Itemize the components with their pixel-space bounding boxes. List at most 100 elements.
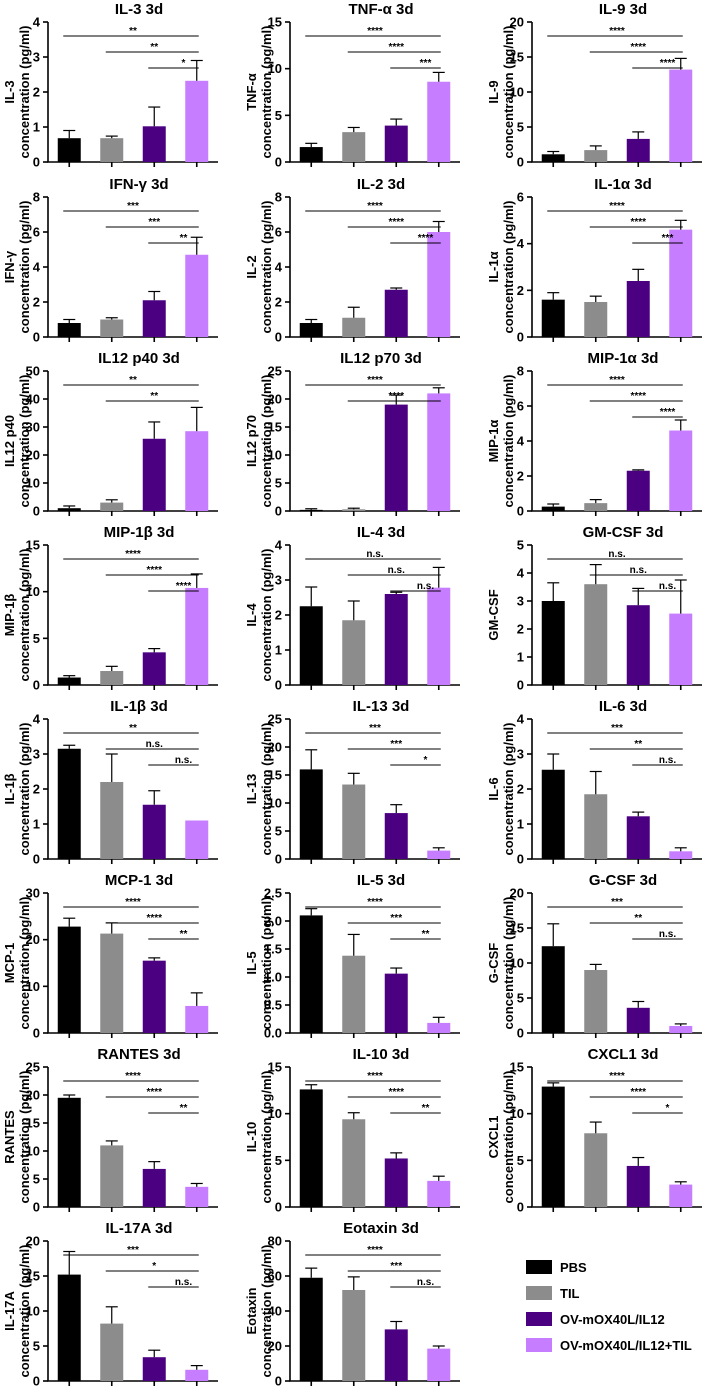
bar-ov-mox40l-il12 — [142, 1168, 166, 1207]
bar-ov-mox40l-il12-til — [427, 1348, 451, 1381]
y-tick-label: 0.5 — [264, 998, 282, 1013]
y-axis-unit-label: concentration (pg/ml) — [17, 201, 32, 334]
y-tick-label: 15 — [268, 15, 282, 30]
y-tick-label: 1 — [517, 817, 524, 832]
significance-label: ** — [634, 739, 642, 750]
significance-label: ** — [422, 929, 430, 940]
significance-label: * — [666, 1103, 670, 1114]
chart-title: IL-5 3d — [357, 872, 405, 889]
chart-title: CXCL1 3d — [588, 1046, 659, 1063]
y-tick-label: 15 — [26, 538, 40, 553]
bar-til — [100, 933, 124, 1033]
y-axis-unit-label: concentration (pg/ml) — [17, 1071, 32, 1204]
y-axis-label: IL-4 — [244, 603, 259, 627]
bar-ov-mox40l-il12-til — [185, 587, 209, 685]
y-tick-label: 50 — [26, 364, 40, 379]
legend-label: TIL — [560, 1286, 580, 1301]
y-axis-unit-label: concentration (pg/ml) — [259, 26, 274, 159]
y-tick-label: 4 — [275, 538, 283, 553]
bar-ov-mox40l-il12 — [626, 470, 650, 511]
y-tick-label: 2 — [33, 295, 40, 310]
legend-label: OV-mOX40L/IL12 — [560, 1312, 665, 1327]
y-tick-label: 10 — [268, 796, 282, 811]
bar-ov-mox40l-il12-til — [427, 587, 451, 685]
significance-label: ** — [129, 723, 137, 734]
y-tick-label: 0 — [517, 504, 524, 519]
y-tick-label: 4 — [33, 712, 41, 727]
y-axis-unit-label: concentration (pg/ml) — [17, 897, 32, 1030]
bar-pbs — [57, 138, 81, 162]
significance-label: * — [182, 58, 186, 69]
significance-label: *** — [420, 58, 432, 69]
significance-label: n.s. — [608, 549, 625, 560]
y-tick-label: 10 — [26, 1304, 40, 1319]
y-tick-label: 10 — [26, 584, 40, 599]
significance-label: n.s. — [417, 581, 434, 592]
y-axis-label: GM-CSF — [486, 589, 501, 640]
y-axis-unit-label: concentration (pg/ml) — [501, 26, 516, 159]
bar-pbs — [299, 606, 323, 685]
bar-ov-mox40l-il12-til — [427, 850, 451, 859]
y-tick-label: 0 — [33, 1026, 40, 1041]
chart-title: Eotaxin 3d — [343, 1220, 419, 1237]
y-tick-label: 1.0 — [264, 970, 282, 985]
chart-title: IL-2 3d — [357, 176, 405, 193]
bar-ov-mox40l-il12 — [626, 138, 650, 162]
y-tick-label: 0 — [33, 155, 40, 170]
y-tick-label: 20 — [26, 932, 40, 947]
chart-panel-12: IL-1β 3d IL-1β concentration (pg/ml)0 1 2 3 4 *… — [2, 698, 218, 867]
y-tick-label: 15 — [510, 50, 524, 65]
y-tick-label: 15 — [26, 1269, 40, 1284]
bar-pbs — [57, 323, 81, 337]
bar-ov-mox40l-il12-til — [427, 1180, 451, 1207]
y-axis-label: IL12 p70 — [244, 415, 259, 467]
bar-pbs — [299, 1277, 323, 1381]
bar-til — [342, 1119, 366, 1207]
y-tick-label: 2 — [517, 283, 524, 298]
y-tick-label: 10 — [268, 61, 282, 76]
y-tick-label: 20 — [26, 1088, 40, 1103]
y-tick-label: 20 — [510, 886, 524, 901]
y-tick-label: 4 — [33, 15, 41, 30]
bar-pbs — [299, 769, 323, 859]
y-axis-unit-label: concentration (pg/ml) — [17, 723, 32, 856]
y-tick-label: 1 — [275, 643, 282, 658]
y-tick-label: 10 — [26, 1144, 40, 1159]
y-tick-label: 2 — [517, 782, 524, 797]
bar-ov-mox40l-il12-til — [185, 254, 209, 337]
significance-label: ** — [129, 26, 137, 37]
y-tick-label: 0 — [517, 1200, 524, 1215]
bar-pbs — [57, 508, 81, 511]
significance-label: **** — [367, 1071, 383, 1082]
chart-panel-19: IL-10 3d IL-10 concentration (pg/ml)0 5 10 15… — [244, 1046, 460, 1215]
significance-label: n.s. — [417, 1277, 434, 1288]
bar-ov-mox40l-il12-til — [669, 430, 693, 511]
bar-ov-mox40l-il12 — [626, 1007, 650, 1033]
bar-ov-mox40l-il12 — [142, 1357, 166, 1381]
y-tick-label: 0 — [33, 852, 40, 867]
y-tick-label: 10 — [510, 956, 524, 971]
bar-ov-mox40l-il12-til — [427, 232, 451, 337]
significance-label: **** — [125, 549, 141, 560]
y-axis-unit-label: concentration (pg/ml) — [501, 375, 516, 508]
significance-label: * — [424, 755, 428, 766]
bar-til — [342, 955, 366, 1033]
chart-panel-6: IL12 p40 3d IL12 p40 concentration (pg/ml)… — [2, 350, 218, 519]
significance-label: *** — [662, 233, 674, 244]
bar-til — [342, 620, 366, 685]
bar-pbs — [57, 748, 81, 859]
significance-label: *** — [148, 217, 160, 228]
significance-label: *** — [127, 201, 139, 212]
bar-ov-mox40l-il12 — [384, 1158, 408, 1207]
significance-label: n.s. — [175, 1277, 192, 1288]
y-axis-label: IL-1α — [486, 251, 501, 282]
significance-label: ** — [150, 391, 158, 402]
significance-label: ** — [180, 929, 188, 940]
bar-til — [100, 1145, 124, 1207]
y-tick-label: 20 — [268, 392, 282, 407]
y-tick-label: 30 — [26, 886, 40, 901]
bar-ov-mox40l-il12-til — [669, 1026, 693, 1033]
y-tick-label: 5 — [33, 631, 40, 646]
y-tick-label: 5 — [517, 991, 524, 1006]
chart-title: G-CSF 3d — [589, 872, 657, 889]
